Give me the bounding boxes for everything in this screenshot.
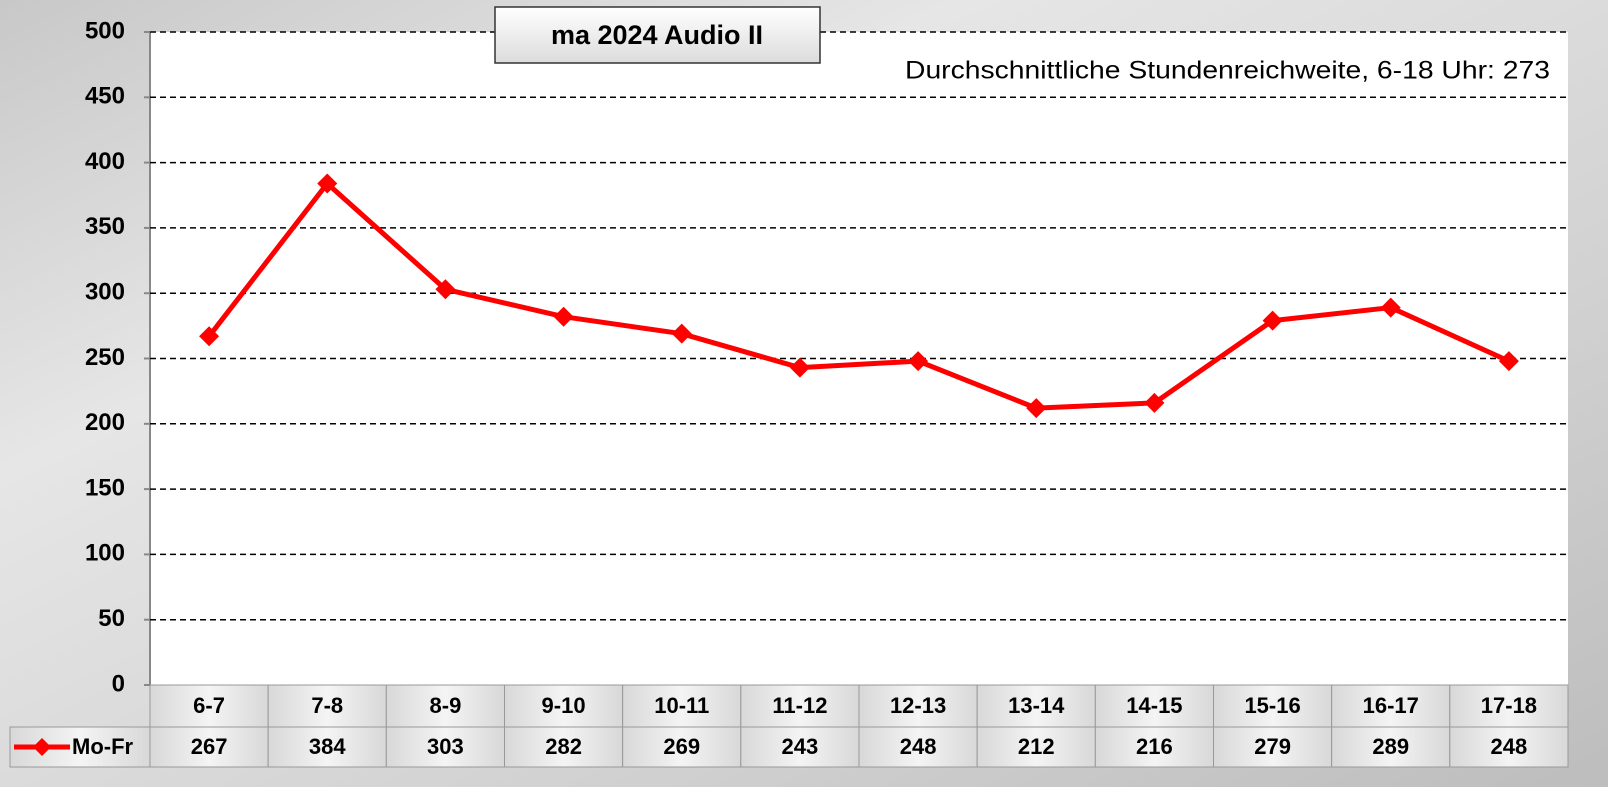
table-cell (1213, 726, 1333, 768)
x-tick-label: 16-17 (1363, 693, 1419, 718)
annotation: Durchschnittliche Stundenreichweite, 6-1… (905, 57, 1550, 85)
y-tick-label: 0 (112, 670, 125, 697)
legend-label: Mo-Fr (72, 734, 134, 759)
table-cell (740, 726, 860, 768)
y-tick-label: 400 (85, 148, 125, 175)
x-tick-label: 15-16 (1244, 693, 1300, 718)
table-value: 267 (191, 734, 228, 759)
marker (671, 323, 692, 344)
y-tick-label: 200 (85, 409, 125, 436)
marker (1144, 392, 1165, 413)
x-tick-label: 6-7 (193, 693, 225, 718)
y-tick-label: 50 (98, 605, 125, 632)
x-tick-label: 17-18 (1481, 693, 1537, 718)
table-cell (858, 684, 978, 728)
table-value: 384 (309, 734, 346, 759)
marker (789, 357, 810, 378)
marker (199, 326, 220, 347)
table-cell (858, 726, 978, 768)
y-tick-label: 350 (85, 213, 125, 240)
table-cell (1213, 684, 1333, 728)
table-cell (976, 726, 1096, 768)
table-cell (267, 684, 387, 728)
table-cell (504, 726, 624, 768)
y-tick-label: 250 (85, 344, 125, 371)
table-cell (385, 726, 506, 768)
legend-marker (33, 738, 51, 756)
chart-title: ma 2024 Audio II (551, 20, 763, 50)
x-tick-label: 10-11 (654, 693, 709, 718)
x-tick-label: 8-9 (430, 693, 462, 718)
table-cell (385, 684, 506, 728)
x-tick-label: 13-14 (1008, 693, 1065, 718)
x-tick-label: 7-8 (311, 693, 343, 718)
table-cell (1331, 684, 1451, 728)
x-tick-label: 12-13 (890, 693, 946, 718)
table-cell (1331, 726, 1451, 768)
marker (1262, 310, 1283, 331)
table-value: 248 (1491, 734, 1528, 759)
table-value: 243 (782, 734, 819, 759)
y-tick-label: 300 (85, 279, 125, 306)
marker (1380, 297, 1401, 318)
title-box (494, 6, 821, 64)
table-value: 269 (663, 734, 700, 759)
table-value: 248 (900, 734, 937, 759)
marker (1498, 351, 1519, 372)
table-value: 279 (1254, 734, 1291, 759)
marker (435, 279, 456, 300)
marker (553, 306, 574, 327)
x-tick-label: 11-12 (772, 693, 827, 718)
y-tick-label: 150 (85, 474, 125, 501)
marker (1026, 398, 1047, 419)
marker (317, 173, 338, 194)
series-line (207, 180, 1510, 411)
table-cell (1449, 726, 1569, 768)
table-cell (1094, 726, 1215, 768)
y-tick-label: 100 (85, 540, 125, 567)
x-tick-label: 9-10 (542, 693, 586, 718)
table-cell (267, 726, 387, 768)
x-tick-label: 14-15 (1126, 693, 1182, 718)
table-cell (1449, 684, 1569, 728)
table-value: 212 (1018, 734, 1055, 759)
y-tick-label: 450 (85, 83, 125, 110)
table-value: 289 (1372, 734, 1409, 759)
table-value: 282 (545, 734, 582, 759)
y-tick-label: 500 (85, 17, 125, 44)
table-value: 216 (1136, 734, 1173, 759)
table-value: 303 (427, 734, 464, 759)
marker (908, 351, 929, 372)
